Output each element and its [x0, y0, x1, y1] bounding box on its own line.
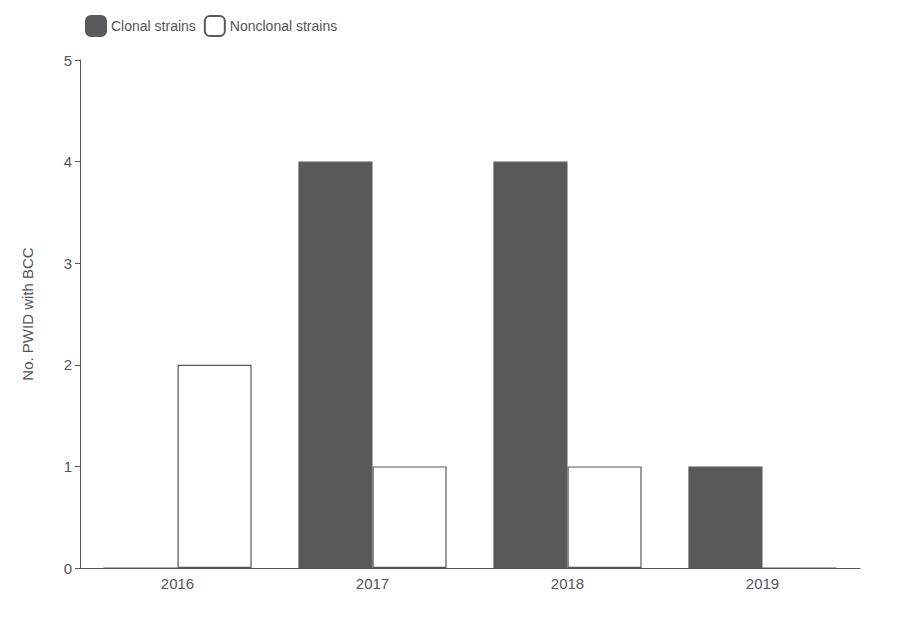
svg-text:Nonclonal strains: Nonclonal strains [230, 18, 337, 34]
svg-text:2016: 2016 [161, 575, 194, 592]
svg-text:3: 3 [64, 255, 72, 272]
svg-text:2017: 2017 [356, 575, 389, 592]
svg-text:No. PWID with BCC: No. PWID with BCC [19, 247, 36, 381]
svg-text:2018: 2018 [551, 575, 584, 592]
svg-text:Clonal strains: Clonal strains [111, 18, 196, 34]
svg-text:2: 2 [64, 356, 72, 373]
svg-text:5: 5 [64, 52, 72, 69]
svg-text:0: 0 [64, 560, 72, 577]
svg-text:1: 1 [64, 458, 72, 475]
svg-text:4: 4 [64, 153, 72, 170]
svg-text:2019: 2019 [746, 575, 779, 592]
